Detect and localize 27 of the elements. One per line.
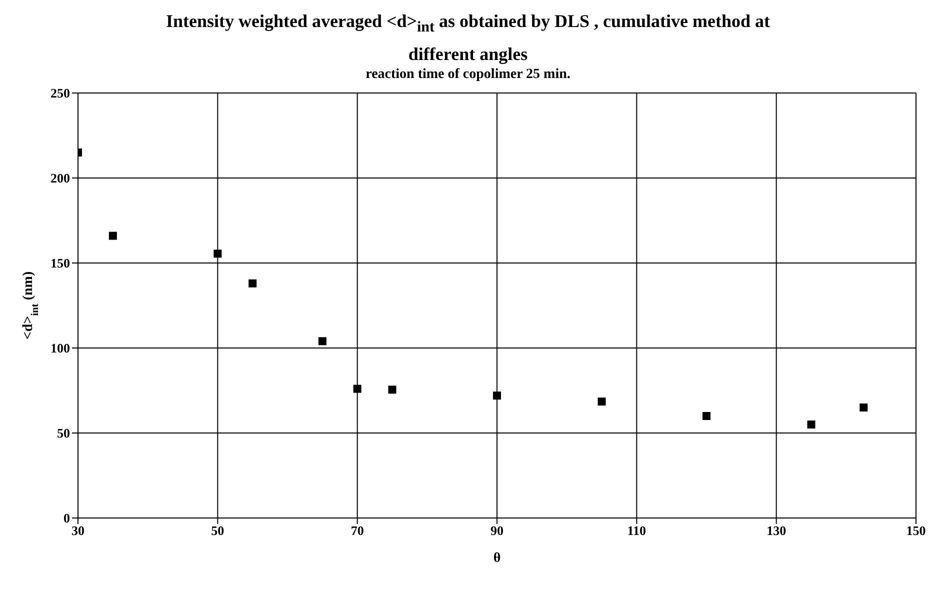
x-tick-label: 130 (766, 522, 786, 538)
x-tick-label: 110 (627, 522, 646, 538)
x-tick-label: 70 (350, 522, 364, 538)
point (493, 391, 501, 400)
x-tick-label: 90 (490, 522, 504, 538)
x-tick-label: 150 (906, 522, 926, 538)
x-axis-title: θ (493, 550, 501, 566)
point (388, 385, 396, 394)
point (807, 420, 816, 428)
point (108, 231, 117, 240)
y-tick-label: 200 (50, 170, 70, 186)
y-tick-label: 0 (64, 510, 70, 526)
point (214, 249, 222, 258)
y-tick-label: 150 (50, 255, 70, 270)
point (353, 384, 362, 392)
point (318, 336, 326, 345)
y-tick-label: 250 (50, 85, 70, 100)
x-tick-label: 50 (211, 522, 224, 538)
chart-subtitle: reaction time of copolimer 25 min. (364, 66, 572, 83)
point (702, 412, 710, 420)
y-tick-label: 50 (57, 425, 70, 440)
point (598, 397, 606, 406)
x-tick-label: 30 (72, 522, 84, 538)
point (248, 278, 257, 287)
y-tick-label: 100 (50, 340, 70, 356)
point (860, 403, 868, 412)
chart-title: Intensity weighted averaged <d>$_{int}$ as obtained by DLS , cumulative method at different angles (164, 10, 772, 66)
